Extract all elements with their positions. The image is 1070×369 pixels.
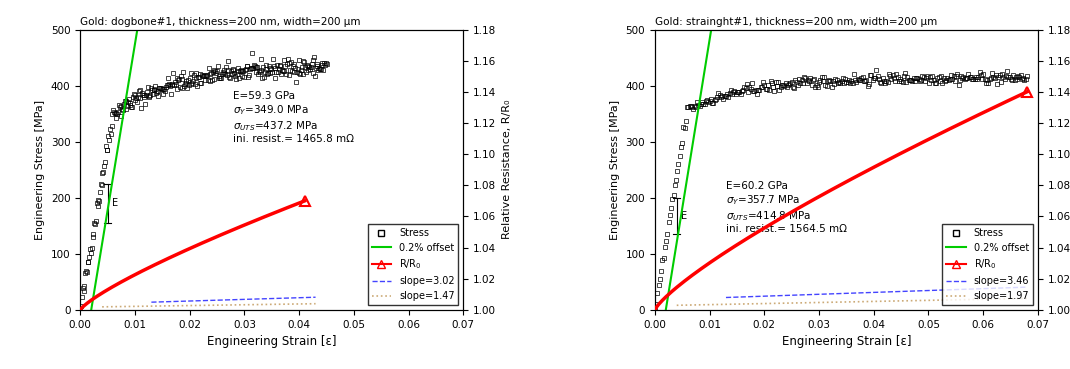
Legend: Stress, 0.2% offset, R/R$_0$, slope=3.02, slope=1.47: Stress, 0.2% offset, R/R$_0$, slope=3.02…	[368, 224, 458, 305]
Legend: Stress, 0.2% offset, R/R$_0$, slope=3.46, slope=1.97: Stress, 0.2% offset, R/R$_0$, slope=3.46…	[943, 224, 1033, 305]
Y-axis label: Relative Resistance, R/R₀: Relative Resistance, R/R₀	[502, 100, 511, 239]
Text: E=60.2 GPa
$\sigma_Y$=357.7 MPa
$\sigma_{UTS}$=414.8 MPa
ini. resist.= 1564.5 mΩ: E=60.2 GPa $\sigma_Y$=357.7 MPa $\sigma_…	[725, 181, 847, 234]
X-axis label: Engineering Strain [ε]: Engineering Strain [ε]	[207, 335, 337, 348]
Text: E=59.3 GPa
$\sigma_Y$=349.0 MPa
$\sigma_{UTS}$=437.2 MPa
ini. resist.= 1465.8 mΩ: E=59.3 GPa $\sigma_Y$=349.0 MPa $\sigma_…	[233, 91, 354, 144]
Text: Gold: strainght#1, thickness=200 nm, width=200 μm: Gold: strainght#1, thickness=200 nm, wid…	[655, 17, 937, 27]
Text: Gold: dogbone#1, thickness=200 nm, width=200 μm: Gold: dogbone#1, thickness=200 nm, width…	[80, 17, 361, 27]
Text: E: E	[112, 199, 118, 208]
Y-axis label: Engineering Stress [MPa]: Engineering Stress [MPa]	[610, 100, 620, 240]
Text: E: E	[682, 211, 687, 221]
Y-axis label: Engineering Stress [MPa]: Engineering Stress [MPa]	[35, 100, 45, 240]
X-axis label: Engineering Strain [ε]: Engineering Strain [ε]	[781, 335, 912, 348]
